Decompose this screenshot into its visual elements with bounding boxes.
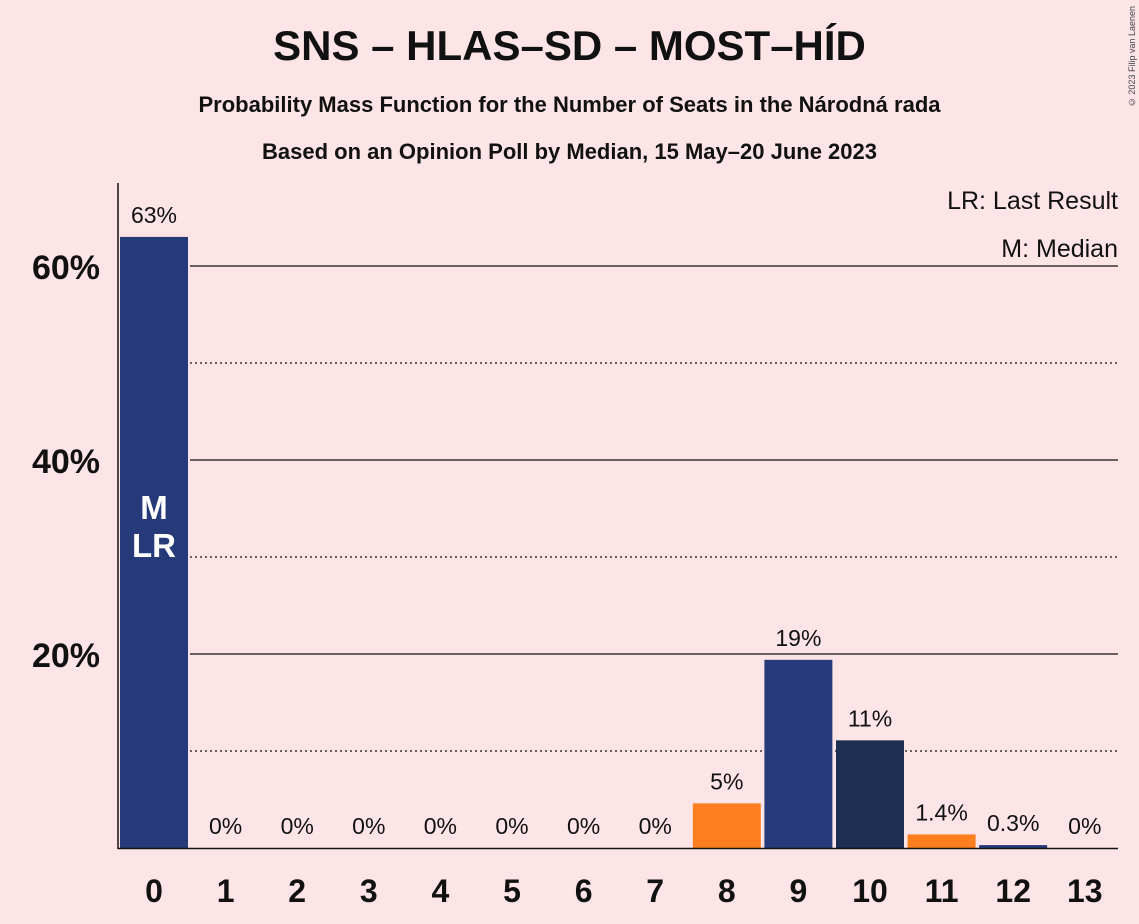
x-tick-label: 12: [995, 873, 1031, 909]
value-label: 0%: [352, 813, 385, 839]
x-tick-label: 2: [288, 873, 306, 909]
value-label: 11%: [848, 705, 892, 731]
value-label: 19%: [775, 625, 821, 651]
value-label: 1.4%: [915, 799, 967, 825]
chart-source-line: Based on an Opinion Poll by Median, 15 M…: [262, 139, 877, 164]
bar-seat-10: [836, 740, 904, 848]
chart-subtitle: Probability Mass Function for the Number…: [198, 92, 941, 117]
x-tick-label: 9: [790, 873, 808, 909]
x-tick-label: 4: [432, 873, 450, 909]
x-tick-label: 0: [145, 873, 163, 909]
x-tick-label: 13: [1067, 873, 1103, 909]
bar-seat-8: [692, 803, 761, 848]
x-tick-label: 11: [925, 873, 959, 909]
x-tick-label: 8: [718, 873, 736, 909]
value-label: 0%: [424, 813, 457, 839]
x-tick-label: 6: [575, 873, 593, 909]
y-tick-label: 40%: [32, 443, 100, 481]
bar-seat-9: [764, 659, 833, 848]
value-label: 5%: [710, 768, 743, 794]
x-tick-label: 1: [217, 873, 235, 909]
y-tick-label: 60%: [32, 249, 100, 287]
x-tick-label: 10: [852, 873, 888, 909]
value-label: 0%: [495, 813, 528, 839]
x-tick-label: 7: [646, 873, 664, 909]
last-result-marker: LR: [132, 527, 176, 564]
value-label: 0%: [281, 813, 314, 839]
legend-median: M: Median: [1001, 235, 1118, 263]
bar-seat-11: [907, 834, 976, 848]
value-label: 0%: [567, 813, 600, 839]
value-label: 0%: [209, 813, 242, 839]
bar-seat-0: [120, 236, 188, 848]
x-tick-label: 5: [503, 873, 521, 909]
y-tick-label: 20%: [32, 637, 100, 675]
value-label: 0%: [1068, 813, 1101, 839]
median-marker: M: [140, 489, 168, 526]
chart-title: SNS – HLAS–SD – MOST–HÍD: [273, 22, 866, 69]
bar-seat-12: [979, 845, 1048, 848]
value-label: 0%: [639, 813, 672, 839]
legend-last-result: LR: Last Result: [947, 187, 1118, 215]
value-label: 0.3%: [987, 810, 1039, 836]
x-tick-label: 3: [360, 873, 378, 909]
value-label: 63%: [131, 202, 177, 228]
